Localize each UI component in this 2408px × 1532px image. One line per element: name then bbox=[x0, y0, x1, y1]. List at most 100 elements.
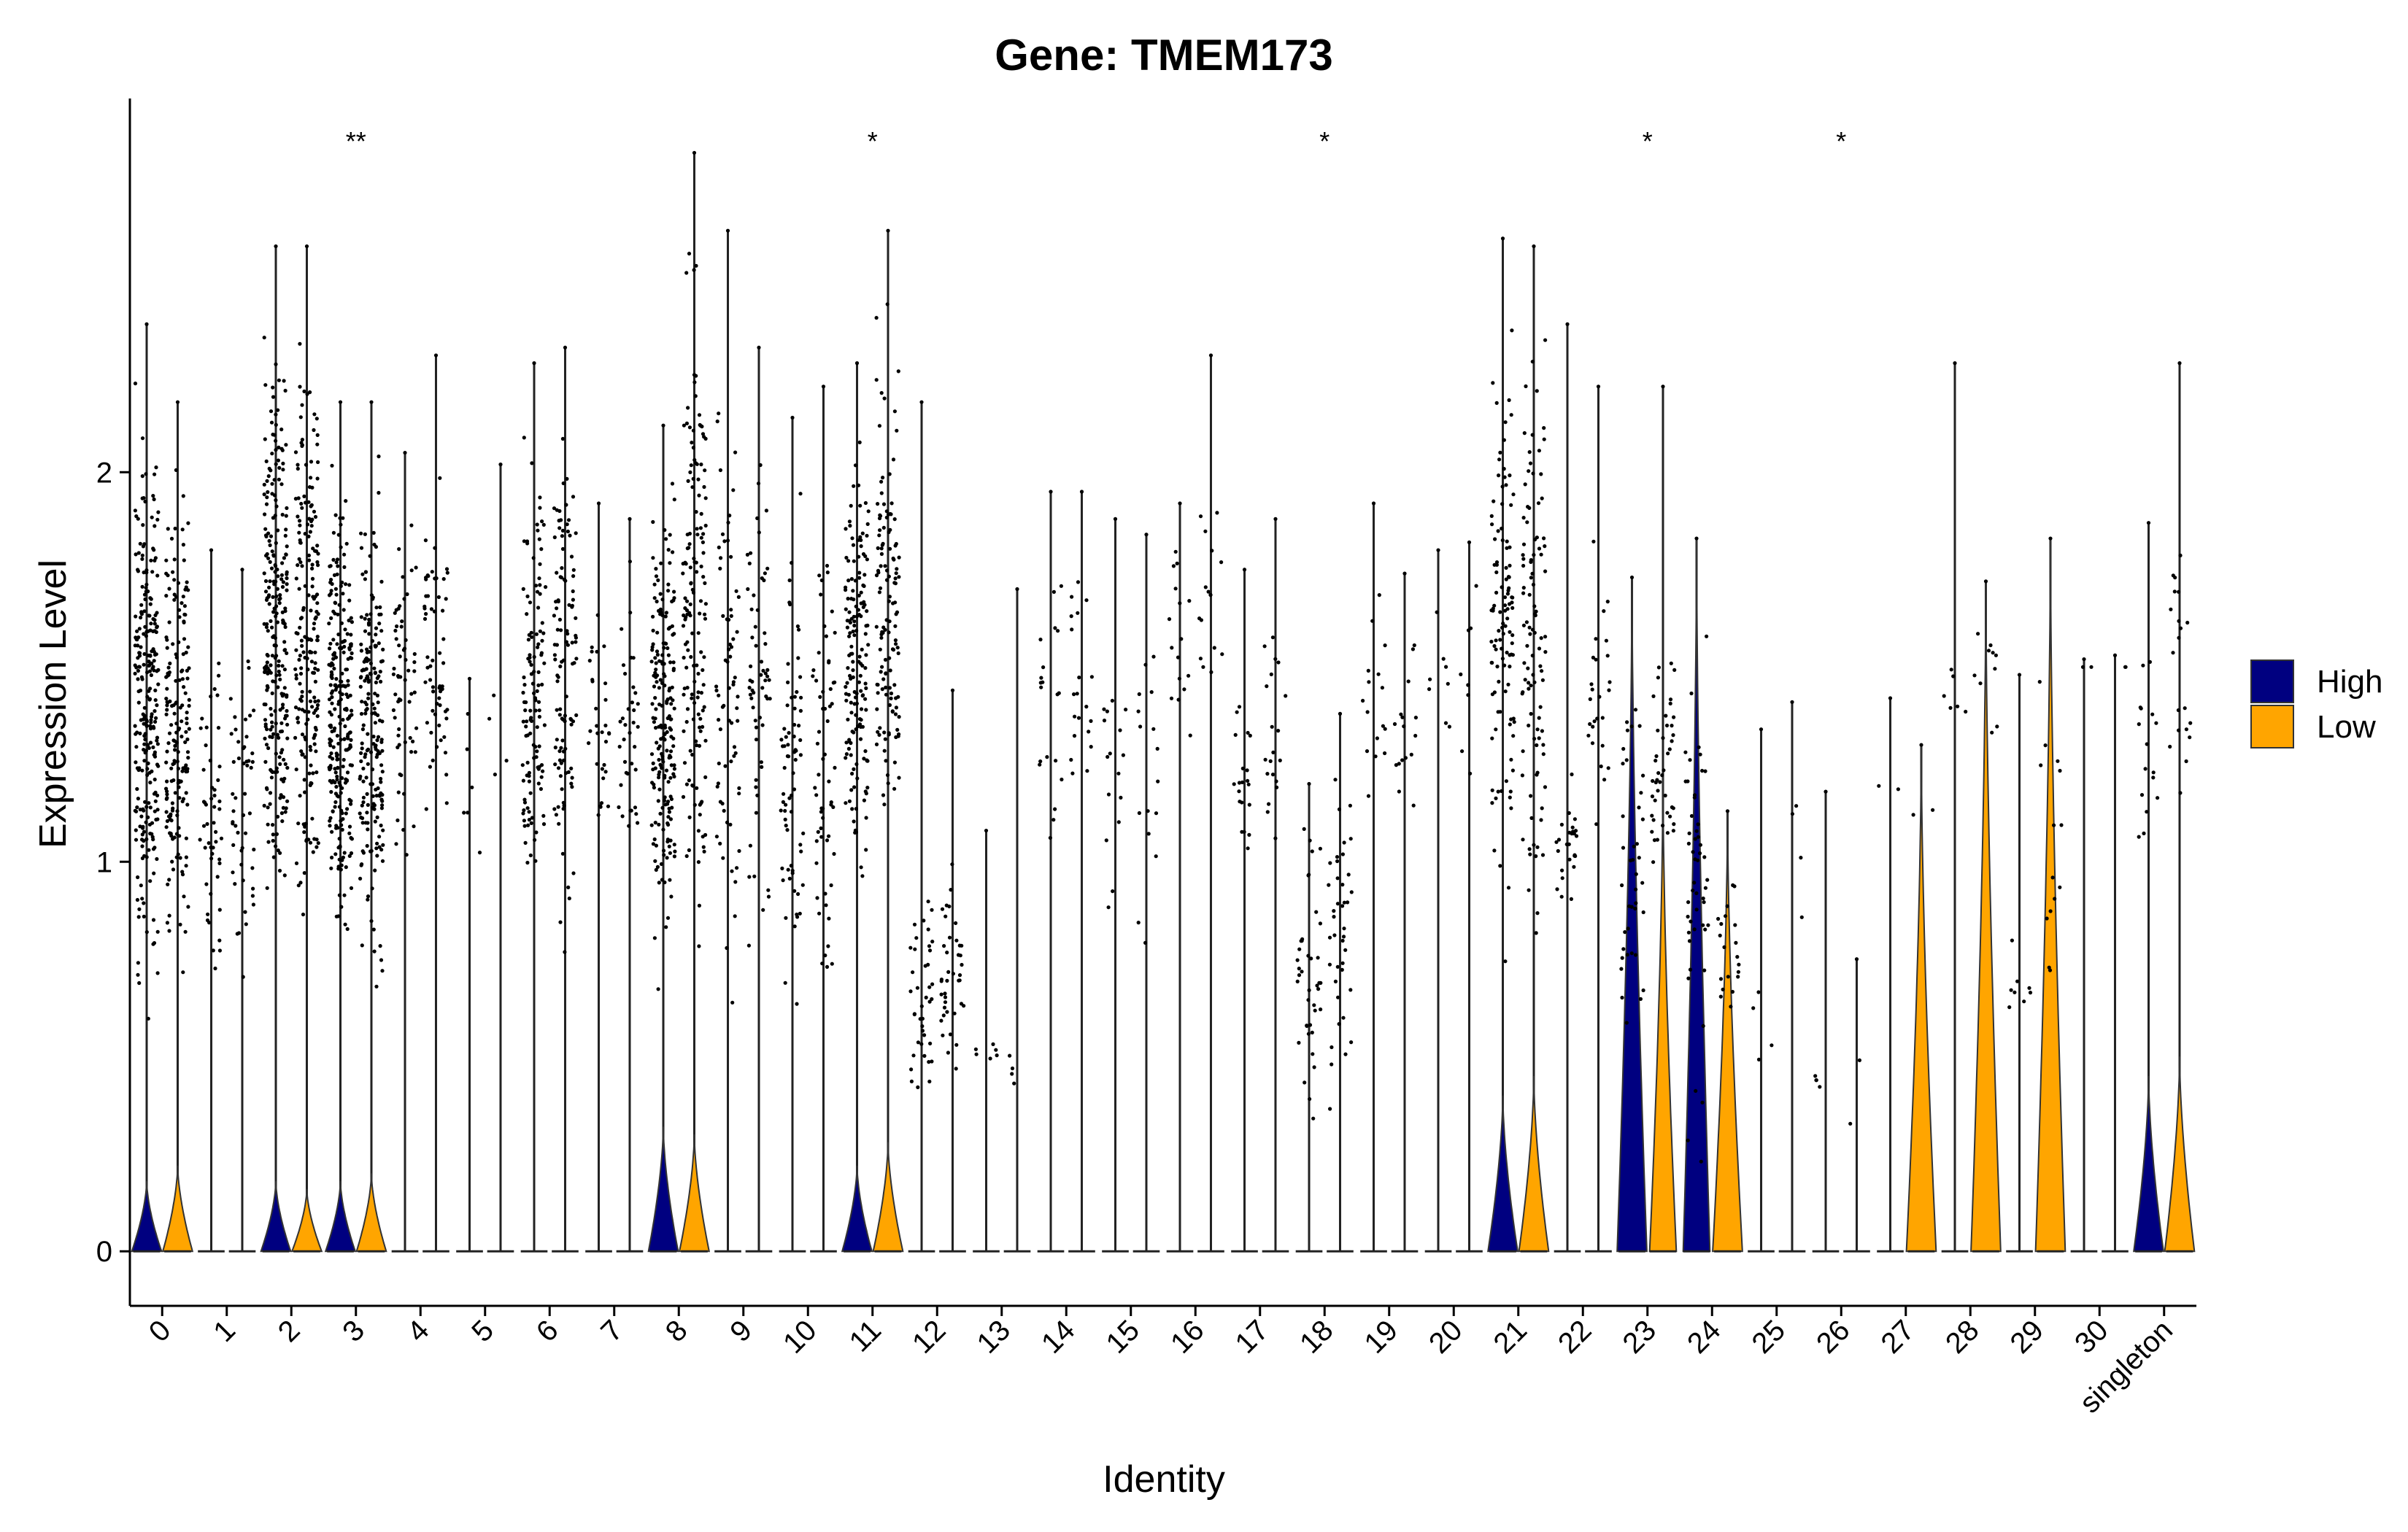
data-point bbox=[300, 689, 304, 694]
data-point bbox=[698, 813, 702, 817]
data-point bbox=[368, 645, 373, 650]
data-point bbox=[1491, 381, 1495, 385]
data-point bbox=[1038, 759, 1043, 764]
data-point bbox=[1143, 662, 1148, 667]
data-point bbox=[1340, 938, 1345, 943]
data-point bbox=[1104, 838, 1108, 843]
data-point bbox=[266, 685, 270, 690]
data-point bbox=[330, 661, 334, 665]
data-point bbox=[859, 865, 863, 870]
data-point bbox=[525, 760, 530, 765]
data-point bbox=[655, 630, 660, 635]
data-point bbox=[798, 675, 803, 679]
data-point bbox=[153, 777, 157, 782]
data-point bbox=[665, 697, 670, 702]
data-point bbox=[649, 823, 654, 827]
data-point bbox=[735, 866, 739, 870]
data-point bbox=[403, 678, 407, 682]
data-point bbox=[757, 345, 761, 350]
data-point bbox=[684, 271, 689, 275]
data-point bbox=[887, 703, 892, 708]
data-point bbox=[368, 661, 373, 666]
data-point bbox=[1151, 654, 1156, 659]
data-point bbox=[527, 770, 532, 775]
data-point bbox=[293, 667, 298, 671]
data-point bbox=[1521, 623, 1526, 627]
violin-body bbox=[872, 1142, 904, 1253]
data-point bbox=[528, 791, 533, 795]
data-point bbox=[1668, 701, 1672, 706]
data-point bbox=[140, 436, 145, 441]
data-point bbox=[560, 738, 565, 743]
data-point bbox=[141, 712, 145, 716]
data-point bbox=[1653, 759, 1658, 763]
data-point bbox=[329, 691, 333, 695]
data-point bbox=[404, 638, 408, 643]
category-group bbox=[585, 501, 644, 1253]
data-point bbox=[1041, 665, 1046, 670]
x-tick-label: 11 bbox=[844, 1314, 887, 1358]
data-point bbox=[686, 648, 690, 652]
data-point bbox=[819, 578, 824, 583]
data-point bbox=[736, 595, 741, 600]
data-point bbox=[1770, 1043, 1774, 1048]
data-point bbox=[1651, 818, 1656, 822]
data-point bbox=[745, 552, 749, 557]
data-point bbox=[263, 589, 269, 594]
data-point bbox=[477, 851, 482, 855]
data-point bbox=[530, 635, 534, 639]
data-point bbox=[152, 792, 157, 796]
data-point bbox=[821, 806, 825, 811]
data-point bbox=[411, 739, 415, 744]
data-point bbox=[1297, 947, 1302, 951]
data-point bbox=[1511, 734, 1516, 738]
data-point bbox=[412, 690, 417, 695]
data-point bbox=[151, 494, 155, 498]
data-point bbox=[240, 568, 244, 572]
data-point bbox=[1848, 1121, 1853, 1126]
data-point bbox=[857, 593, 861, 598]
x-tick-label: 7 bbox=[595, 1314, 629, 1348]
data-point bbox=[251, 886, 255, 891]
x-axis: 0 1 2 3 4 5 6 7 8 9 10 11 12 13 14 15 16 17 18 19 20 21 22 23 24… bbox=[130, 1304, 2196, 1420]
data-point bbox=[1295, 958, 1300, 962]
data-point bbox=[142, 651, 147, 657]
data-point bbox=[187, 697, 191, 703]
data-point bbox=[1497, 679, 1501, 684]
data-point bbox=[327, 697, 332, 702]
data-point bbox=[266, 840, 271, 844]
data-point bbox=[959, 1002, 964, 1006]
data-point bbox=[658, 811, 663, 816]
data-point bbox=[857, 680, 861, 684]
category-group bbox=[456, 463, 514, 1253]
data-point bbox=[198, 837, 202, 842]
data-point bbox=[703, 468, 707, 473]
data-point bbox=[338, 400, 343, 404]
data-point bbox=[1542, 437, 1546, 441]
data-point bbox=[350, 651, 354, 656]
data-point bbox=[262, 571, 266, 576]
data-point bbox=[398, 604, 402, 608]
violin-body bbox=[2133, 1075, 2165, 1253]
data-point bbox=[763, 671, 768, 676]
data-point bbox=[628, 560, 633, 564]
data-point bbox=[672, 767, 677, 771]
data-point bbox=[1137, 811, 1141, 816]
data-point bbox=[555, 673, 560, 678]
data-point bbox=[894, 541, 898, 546]
data-point bbox=[1327, 935, 1332, 940]
data-point bbox=[145, 695, 150, 699]
data-point bbox=[487, 716, 492, 721]
data-point bbox=[596, 813, 601, 817]
data-point bbox=[656, 578, 660, 583]
data-point bbox=[1413, 716, 1418, 720]
data-point bbox=[310, 584, 314, 589]
data-point bbox=[164, 760, 169, 765]
data-point bbox=[212, 793, 217, 798]
data-point bbox=[360, 572, 365, 576]
data-point bbox=[815, 896, 819, 900]
data-point bbox=[1203, 529, 1208, 533]
data-point bbox=[302, 830, 306, 835]
data-point bbox=[655, 740, 659, 745]
data-point bbox=[669, 763, 674, 767]
